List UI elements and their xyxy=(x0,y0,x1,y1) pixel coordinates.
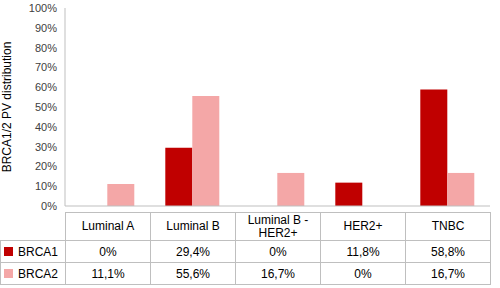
html-text:29,4%: 29,4% xyxy=(176,244,210,259)
svg-text:30%: 30% xyxy=(35,141,57,153)
html-text:11,8%: 11,8% xyxy=(346,244,380,259)
html-text:BRCA1: BRCA1 xyxy=(18,244,58,259)
svg-text:20%: 20% xyxy=(35,160,57,172)
html-text:11,1%: 11,1% xyxy=(91,266,125,281)
svg-text:0%: 0% xyxy=(41,200,57,210)
svg-text:70%: 70% xyxy=(35,61,57,73)
html-text:TNBC: TNBC xyxy=(431,219,465,233)
svg-text:40%: 40% xyxy=(35,121,57,133)
html-text:0%: 0% xyxy=(269,244,287,259)
html-text:Luminal B: Luminal B xyxy=(166,219,220,233)
svg-text:100%: 100% xyxy=(29,2,57,14)
html-text:0%: 0% xyxy=(354,266,372,281)
svg-text:BRCA1/2 PV distribution: BRCA1/2 PV distribution xyxy=(8,42,14,173)
html-text:58,8%: 58,8% xyxy=(431,244,465,259)
html-text:HER2+: HER2+ xyxy=(343,219,383,233)
svg-text:10%: 10% xyxy=(35,180,57,192)
html-text:16,7%: 16,7% xyxy=(431,266,465,281)
html-text:0%: 0% xyxy=(99,244,117,259)
svg-text:90%: 90% xyxy=(35,22,57,34)
html-text:Luminal A: Luminal A xyxy=(81,219,135,233)
svg-text:60%: 60% xyxy=(35,81,57,93)
svg-text:50%: 50% xyxy=(35,101,57,113)
html-text:16,7%: 16,7% xyxy=(261,266,295,281)
html-text:Luminal B - HER2+: Luminal B - HER2+ xyxy=(247,212,309,240)
html-text:BRCA2: BRCA2 xyxy=(18,266,58,281)
svg-text:80%: 80% xyxy=(35,42,57,54)
html-text:55,6%: 55,6% xyxy=(176,266,210,281)
